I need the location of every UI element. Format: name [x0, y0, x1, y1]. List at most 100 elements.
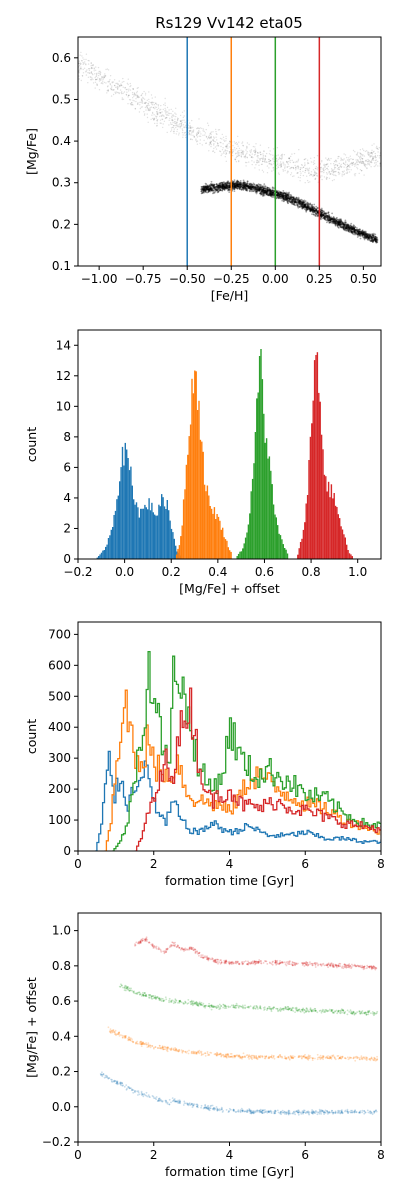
density-point [235, 182, 238, 185]
density-point [262, 190, 265, 192]
density-point [237, 155, 240, 157]
density-point [217, 190, 220, 192]
density-point [334, 222, 336, 224]
density-point [286, 192, 289, 194]
density-point [232, 186, 235, 189]
density-point [365, 235, 368, 238]
scatter-point [142, 1093, 144, 1096]
density-point [221, 188, 224, 190]
density-point [374, 237, 377, 240]
density-point [344, 221, 347, 224]
density-point [192, 131, 194, 133]
density-point [326, 216, 328, 219]
density-point [232, 181, 235, 184]
scatter-point [168, 1103, 171, 1106]
density-point [329, 173, 331, 175]
density-point [200, 190, 203, 193]
density-point [130, 103, 132, 106]
density-point [306, 206, 309, 209]
density-point [212, 187, 215, 189]
density-point [160, 108, 162, 111]
density-point [279, 193, 282, 196]
density-point [171, 114, 174, 116]
density-point [353, 231, 356, 234]
density-point [310, 208, 313, 211]
y-tick-label: 10 [56, 399, 71, 413]
density-point [272, 191, 274, 193]
density-point [267, 193, 270, 196]
density-point [257, 155, 260, 157]
density-point [299, 200, 302, 203]
scatter-point [228, 1110, 230, 1113]
density-point [80, 68, 83, 70]
density-point [323, 218, 326, 221]
density-point [307, 204, 310, 207]
density-point [256, 186, 259, 189]
density-point [362, 161, 365, 163]
density-point [343, 222, 346, 225]
density-point [320, 216, 322, 219]
density-point [368, 234, 371, 237]
density-point [284, 196, 287, 199]
density-point [173, 132, 175, 134]
density-point [377, 151, 379, 153]
density-point [261, 190, 263, 192]
density-point [267, 189, 270, 192]
density-point [159, 119, 162, 121]
density-point [264, 191, 267, 193]
density-point [276, 194, 278, 196]
density-point [112, 89, 115, 91]
density-point [258, 189, 261, 191]
density-point [352, 226, 354, 229]
density-point [87, 76, 90, 79]
density-point [204, 185, 206, 187]
density-point [265, 190, 268, 192]
scatter-point [297, 1111, 300, 1113]
density-point [80, 66, 82, 68]
density-point [157, 113, 159, 115]
density-point [357, 231, 360, 234]
density-point [225, 182, 228, 185]
density-point [203, 139, 205, 142]
density-point [171, 117, 173, 119]
density-point [276, 194, 279, 197]
scatter-point [339, 1112, 342, 1114]
density-point [280, 191, 282, 194]
density-point [282, 195, 285, 198]
density-point [78, 64, 81, 67]
density-point [306, 207, 309, 210]
density-point [357, 228, 360, 231]
density-point [259, 188, 261, 191]
density-point [273, 163, 275, 165]
density-point [338, 168, 340, 171]
density-point [352, 226, 355, 228]
histogram-bar [260, 349, 262, 559]
density-point [299, 202, 301, 205]
density-point [349, 226, 351, 229]
density-point [277, 166, 280, 169]
density-point [172, 126, 174, 129]
density-point [331, 221, 334, 224]
density-point [372, 157, 374, 159]
density-point [255, 188, 257, 191]
density-point [219, 189, 221, 192]
density-point [154, 108, 156, 110]
density-point [184, 121, 186, 124]
density-point [127, 90, 130, 92]
density-point [237, 135, 239, 138]
density-point [219, 150, 221, 152]
density-point [251, 186, 254, 189]
density-point [89, 72, 91, 74]
density-point [271, 189, 273, 192]
density-point [271, 190, 274, 193]
density-point [93, 68, 96, 70]
density-point [325, 216, 327, 218]
density-point [271, 194, 274, 197]
density-point [206, 188, 209, 191]
scatter-point [320, 1113, 322, 1115]
density-point [323, 215, 326, 218]
density-point [214, 141, 216, 143]
density-point [283, 154, 286, 156]
density-point [356, 236, 359, 238]
density-point [206, 186, 209, 188]
